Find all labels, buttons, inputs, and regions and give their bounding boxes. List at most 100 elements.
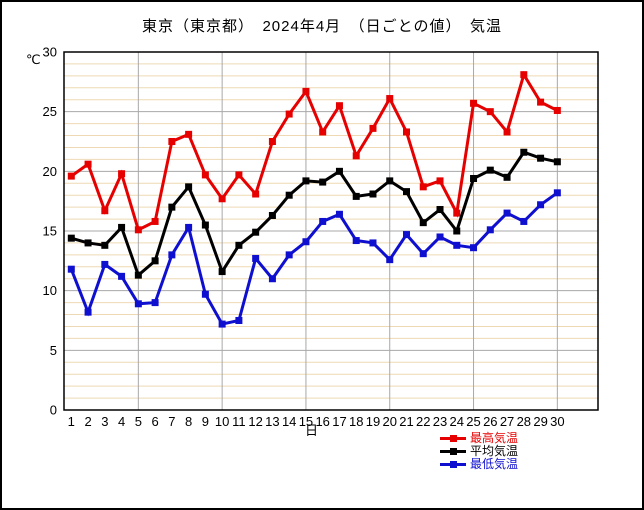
x-tick-label: 8 <box>185 414 192 429</box>
data-point-marker <box>436 206 444 214</box>
x-tick-label: 17 <box>332 414 346 429</box>
data-point-marker <box>151 217 159 225</box>
data-point-marker <box>302 177 310 185</box>
data-point-marker <box>369 124 377 132</box>
legend-item-最低気温: 最低気温 <box>440 458 518 471</box>
data-point-marker <box>218 195 226 203</box>
y-tick-label: 25 <box>43 104 57 119</box>
data-point-marker <box>453 241 461 249</box>
x-tick-label: 16 <box>315 414 329 429</box>
data-point-marker <box>168 138 176 145</box>
series-平均気温 <box>67 148 561 279</box>
data-point-marker <box>553 106 561 114</box>
plot-frame <box>63 51 599 411</box>
data-point-marker <box>302 238 310 246</box>
data-point-marker <box>470 99 478 107</box>
data-point-marker <box>101 260 109 268</box>
x-tick-label: 6 <box>151 414 158 429</box>
x-tick-label: 30 <box>550 414 564 429</box>
data-point-marker <box>285 191 293 199</box>
x-tick-label: 15 <box>299 414 313 429</box>
data-point-marker <box>235 171 243 179</box>
x-tick-label: 10 <box>215 414 229 429</box>
x-tick-label: 2 <box>84 414 91 429</box>
data-point-marker <box>386 95 394 103</box>
data-point-marker <box>185 183 193 191</box>
data-point-marker <box>101 207 109 215</box>
data-point-marker <box>436 233 444 241</box>
data-point-marker <box>134 271 142 279</box>
data-point-marker <box>503 173 511 181</box>
data-point-marker <box>553 158 561 166</box>
data-point-marker <box>252 190 260 198</box>
data-point-marker <box>201 290 209 298</box>
x-tick-label: 11 <box>232 414 246 429</box>
y-tick-label: 20 <box>43 164 57 179</box>
data-point-marker <box>537 201 545 209</box>
data-point-marker <box>218 320 226 328</box>
data-point-marker <box>486 166 494 174</box>
data-point-marker <box>201 171 209 179</box>
data-point-marker <box>453 227 461 235</box>
data-point-marker <box>268 275 276 283</box>
data-point-marker <box>84 239 92 247</box>
data-point-marker <box>537 154 545 162</box>
data-point-marker <box>84 160 92 168</box>
data-point-marker <box>101 241 109 249</box>
x-tick-label: 14 <box>282 414 296 429</box>
data-point-marker <box>503 128 511 136</box>
series-最高気温 <box>67 70 561 234</box>
data-point-marker <box>151 299 159 307</box>
data-point-marker <box>553 189 561 197</box>
data-point-marker <box>537 98 545 106</box>
minor-gridlines <box>64 63 598 399</box>
series-line <box>70 70 559 232</box>
data-point-marker <box>369 239 377 247</box>
data-point-marker <box>67 234 75 242</box>
x-tick-label: 5 <box>135 414 142 429</box>
legend-item-最高気温: 最高気温 <box>440 432 518 445</box>
data-point-marker <box>403 231 410 239</box>
data-point-marker <box>285 251 293 259</box>
x-tick-label: 18 <box>349 414 363 429</box>
data-point-marker <box>419 250 427 258</box>
data-point-marker <box>386 177 394 185</box>
data-point-marker <box>403 188 410 196</box>
legend-label: 最低気温 <box>470 457 519 471</box>
data-point-marker <box>218 268 226 276</box>
y-tick-label: 15 <box>43 224 57 239</box>
data-point-marker <box>302 87 310 95</box>
data-point-marker <box>470 174 478 182</box>
data-point-marker <box>235 241 243 249</box>
data-point-marker <box>419 183 427 191</box>
data-point-marker <box>67 265 75 273</box>
data-point-marker <box>352 152 360 160</box>
data-point-marker <box>118 272 126 280</box>
data-point-marker <box>335 167 343 175</box>
data-point-marker <box>520 71 528 79</box>
data-point-marker <box>352 192 360 200</box>
data-point-marker <box>268 138 276 145</box>
data-point-marker <box>268 211 276 219</box>
data-point-marker <box>503 209 511 217</box>
data-point-marker <box>403 128 410 136</box>
data-point-marker <box>185 223 193 231</box>
data-point-marker <box>185 130 193 138</box>
x-tick-label: 25 <box>466 414 480 429</box>
data-point-marker <box>486 108 494 116</box>
y-tick-label: 5 <box>50 343 57 358</box>
x-tick-label: 3 <box>101 414 108 429</box>
data-point-marker <box>252 228 260 236</box>
data-point-marker <box>369 190 377 198</box>
x-tick-label: 9 <box>202 414 209 429</box>
y-tick-label: 30 <box>43 45 57 60</box>
x-tick-label: 27 <box>500 414 514 429</box>
data-point-marker <box>319 217 327 225</box>
x-tick-label: 23 <box>433 414 447 429</box>
data-point-marker <box>285 110 293 118</box>
data-point-marker <box>168 203 176 211</box>
data-point-marker <box>201 221 209 229</box>
y-tick-label: 10 <box>43 283 57 298</box>
